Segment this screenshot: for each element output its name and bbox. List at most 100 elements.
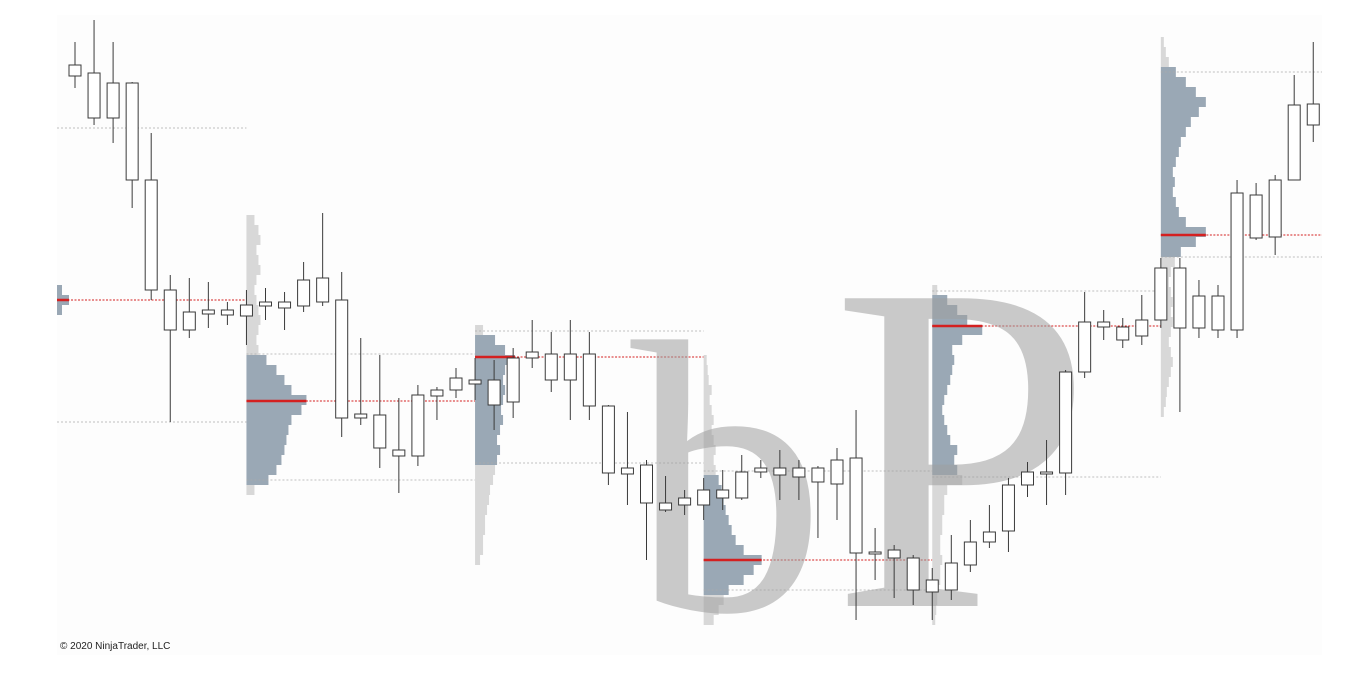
profile-bar <box>703 545 744 555</box>
profile-bar <box>246 285 255 295</box>
profile-bar <box>57 305 62 315</box>
candle-body <box>220 309 234 316</box>
profile-bar <box>246 445 285 455</box>
profile-bar <box>1160 137 1181 147</box>
candle-body <box>678 497 692 506</box>
profile-bar <box>475 465 496 475</box>
profile-bar <box>703 355 707 365</box>
profile-bar <box>475 355 516 365</box>
profile-bar <box>475 365 506 375</box>
profile-bar <box>932 495 945 505</box>
profile-bar <box>703 615 714 625</box>
profile-bar <box>475 485 491 495</box>
profile-bar <box>1160 67 1176 77</box>
profile-bar <box>932 435 951 445</box>
candle-body <box>68 64 82 77</box>
candle-body <box>849 457 863 554</box>
profile-bar <box>475 335 496 345</box>
profile-bar <box>246 375 285 385</box>
profile-bar <box>475 535 484 545</box>
profile-bar <box>703 415 714 425</box>
profile-bar <box>1160 207 1179 217</box>
profile-bar <box>932 285 938 295</box>
profile-bar <box>475 515 486 525</box>
profile-bar <box>932 455 955 465</box>
profile-bar <box>932 465 958 475</box>
profile-bar <box>932 305 958 315</box>
candle-body <box>125 82 139 181</box>
profile-bar <box>246 485 255 495</box>
candle-body <box>620 467 634 475</box>
profile-bar <box>246 475 269 485</box>
profile-bar <box>703 365 708 375</box>
candle-body <box>601 405 615 474</box>
profile-bar <box>246 335 257 345</box>
candle-body <box>1154 267 1168 321</box>
profile-bar <box>475 325 484 335</box>
profile-bar <box>475 435 498 445</box>
profile-bar <box>932 515 943 525</box>
profile-bar <box>1160 167 1173 177</box>
profile-bar <box>932 615 936 625</box>
profile-bar <box>1160 187 1173 197</box>
profile-bar <box>1160 317 1173 327</box>
profile-bar <box>932 605 937 615</box>
profile-bar <box>1160 117 1191 127</box>
profile-bar <box>703 505 726 515</box>
profile-bar <box>475 425 501 435</box>
profile-bar <box>1160 77 1186 87</box>
profile-bar <box>703 525 732 535</box>
profile-bar <box>932 375 951 385</box>
profile-bar <box>703 515 729 525</box>
candle-body <box>1059 371 1073 474</box>
candle-body <box>144 179 158 291</box>
profile-bar <box>246 315 261 325</box>
profile-bar <box>1160 327 1171 337</box>
profile-bar <box>703 445 716 455</box>
annotation: P <box>831 187 1092 682</box>
profile-bar <box>1160 337 1169 347</box>
profile-bar <box>703 575 744 585</box>
candle-body <box>868 551 882 555</box>
candle-body <box>163 289 177 331</box>
candle-body <box>297 279 311 307</box>
profile-bar <box>703 405 712 415</box>
profile-bar <box>703 485 722 495</box>
profile-bar <box>932 505 945 515</box>
candle-body <box>773 467 787 476</box>
profile-bar <box>932 405 943 415</box>
profile-bar <box>703 565 754 575</box>
candle-body <box>354 413 368 419</box>
candle-body <box>640 464 653 504</box>
profile-bar <box>703 535 736 545</box>
profile-bar <box>1160 177 1175 187</box>
candle-body <box>925 579 939 593</box>
profile-bar <box>246 365 277 375</box>
candle-body <box>335 299 349 419</box>
profile-bar <box>1160 407 1164 417</box>
candle-body <box>1116 326 1130 341</box>
profile-bar <box>1160 127 1186 137</box>
candle-body <box>278 301 292 309</box>
profile-bar <box>475 445 501 455</box>
candle-body <box>392 449 406 457</box>
candle-body <box>963 541 977 566</box>
profile-bar <box>703 495 724 505</box>
candle-body <box>316 277 330 303</box>
profile-bar <box>246 415 292 425</box>
profile-bar <box>1160 217 1186 227</box>
profile-bar <box>932 345 953 355</box>
profile-bar <box>246 325 259 335</box>
profile-bar <box>1160 37 1164 47</box>
candle-body <box>182 311 196 331</box>
profile-bar <box>932 535 941 545</box>
candle-body <box>106 82 120 119</box>
profile-bar <box>246 225 259 235</box>
profile-bar <box>475 455 498 465</box>
profile-bar <box>703 455 714 465</box>
copyright: © 2020 NinjaTrader, LLC <box>60 641 170 652</box>
candle-body <box>1268 179 1282 238</box>
profile-bar <box>1160 107 1199 117</box>
candle-body <box>792 467 806 478</box>
